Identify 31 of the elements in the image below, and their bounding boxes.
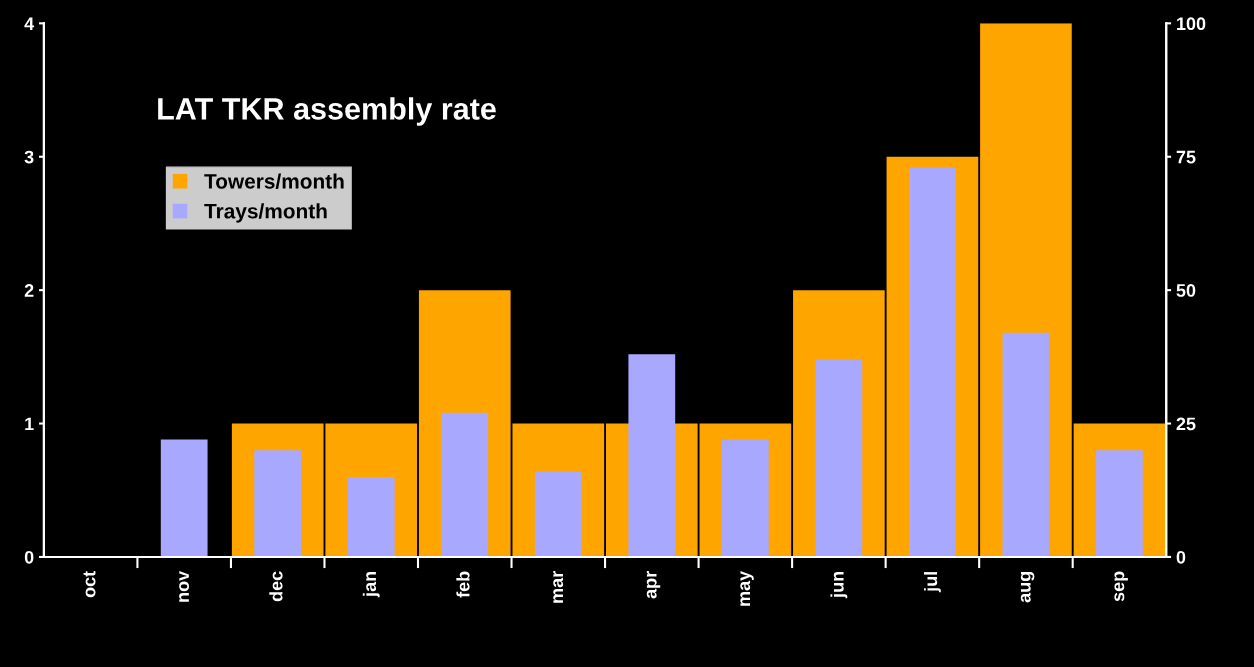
y2-tick-label: 25 <box>1176 417 1196 431</box>
x-tick-label: oct <box>83 571 96 598</box>
x-tick-label: sep <box>1114 571 1128 602</box>
bar <box>347 476 395 557</box>
y-tick-label: 0 <box>24 550 34 564</box>
x-tick-label: may <box>740 570 754 606</box>
x-tick-label: jul <box>923 572 941 593</box>
y2-tick-label: 100 <box>1177 17 1206 31</box>
y2-tick-label: 50 <box>1176 284 1196 297</box>
bar <box>534 471 582 557</box>
text: LAT TKR assembly rate <box>158 97 496 126</box>
y-tick-label: 3 <box>24 150 34 164</box>
x-tick-label: dec <box>269 571 283 602</box>
y-tick-label: 1 <box>25 417 34 431</box>
x-tick-label: feb <box>456 571 470 598</box>
x-tick-label: nov <box>179 570 190 602</box>
y2-tick-label: 0 <box>1176 550 1186 564</box>
legend-label: Trays/month <box>204 203 327 223</box>
y2-tick-label: 75 <box>1176 150 1196 164</box>
legend-label: Towers/month <box>204 173 344 189</box>
y-tick-label: 4 <box>24 17 35 30</box>
x-tick-label: aug <box>1020 572 1035 603</box>
x-tick-label: jun <box>830 571 848 599</box>
bar <box>815 359 863 557</box>
y-tick-label: 2 <box>24 284 34 297</box>
bar <box>441 412 489 557</box>
x-tick-label: jan <box>362 571 380 598</box>
x-tick-label: apr <box>646 571 661 599</box>
x-tick-label: mar <box>553 571 564 603</box>
bar <box>1002 332 1050 557</box>
bar <box>160 439 208 557</box>
